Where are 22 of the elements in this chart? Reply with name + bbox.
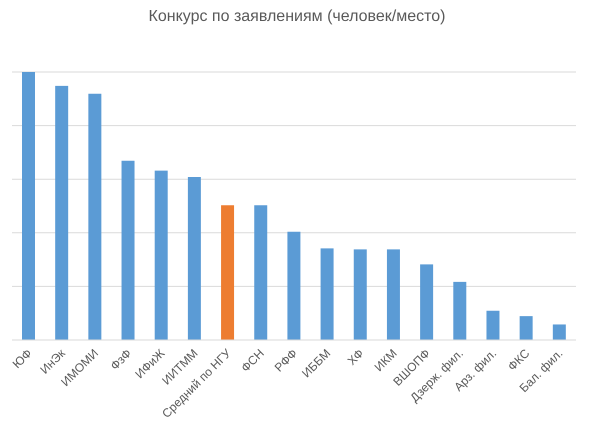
bar xyxy=(254,205,268,340)
bar xyxy=(287,232,300,340)
bar xyxy=(354,249,367,340)
bar xyxy=(320,248,334,340)
bar xyxy=(520,316,533,340)
chart-title: Конкурс по заявлениям (человек/место) xyxy=(148,8,446,27)
bar xyxy=(154,170,168,340)
bar xyxy=(386,249,400,340)
x-tick-label: ЮФ xyxy=(10,346,35,372)
bar xyxy=(55,86,68,340)
bar xyxy=(88,94,102,340)
bar xyxy=(453,282,466,340)
bar xyxy=(552,324,566,340)
x-tick-label: ФКС xyxy=(505,346,533,374)
bar xyxy=(22,72,35,340)
bar xyxy=(420,264,434,340)
bar xyxy=(188,177,201,340)
x-tick-label: ХФ xyxy=(344,346,366,368)
bar xyxy=(221,205,234,340)
bar xyxy=(486,310,500,340)
bar xyxy=(122,160,135,340)
x-tick-label: ФзФ xyxy=(108,346,134,373)
